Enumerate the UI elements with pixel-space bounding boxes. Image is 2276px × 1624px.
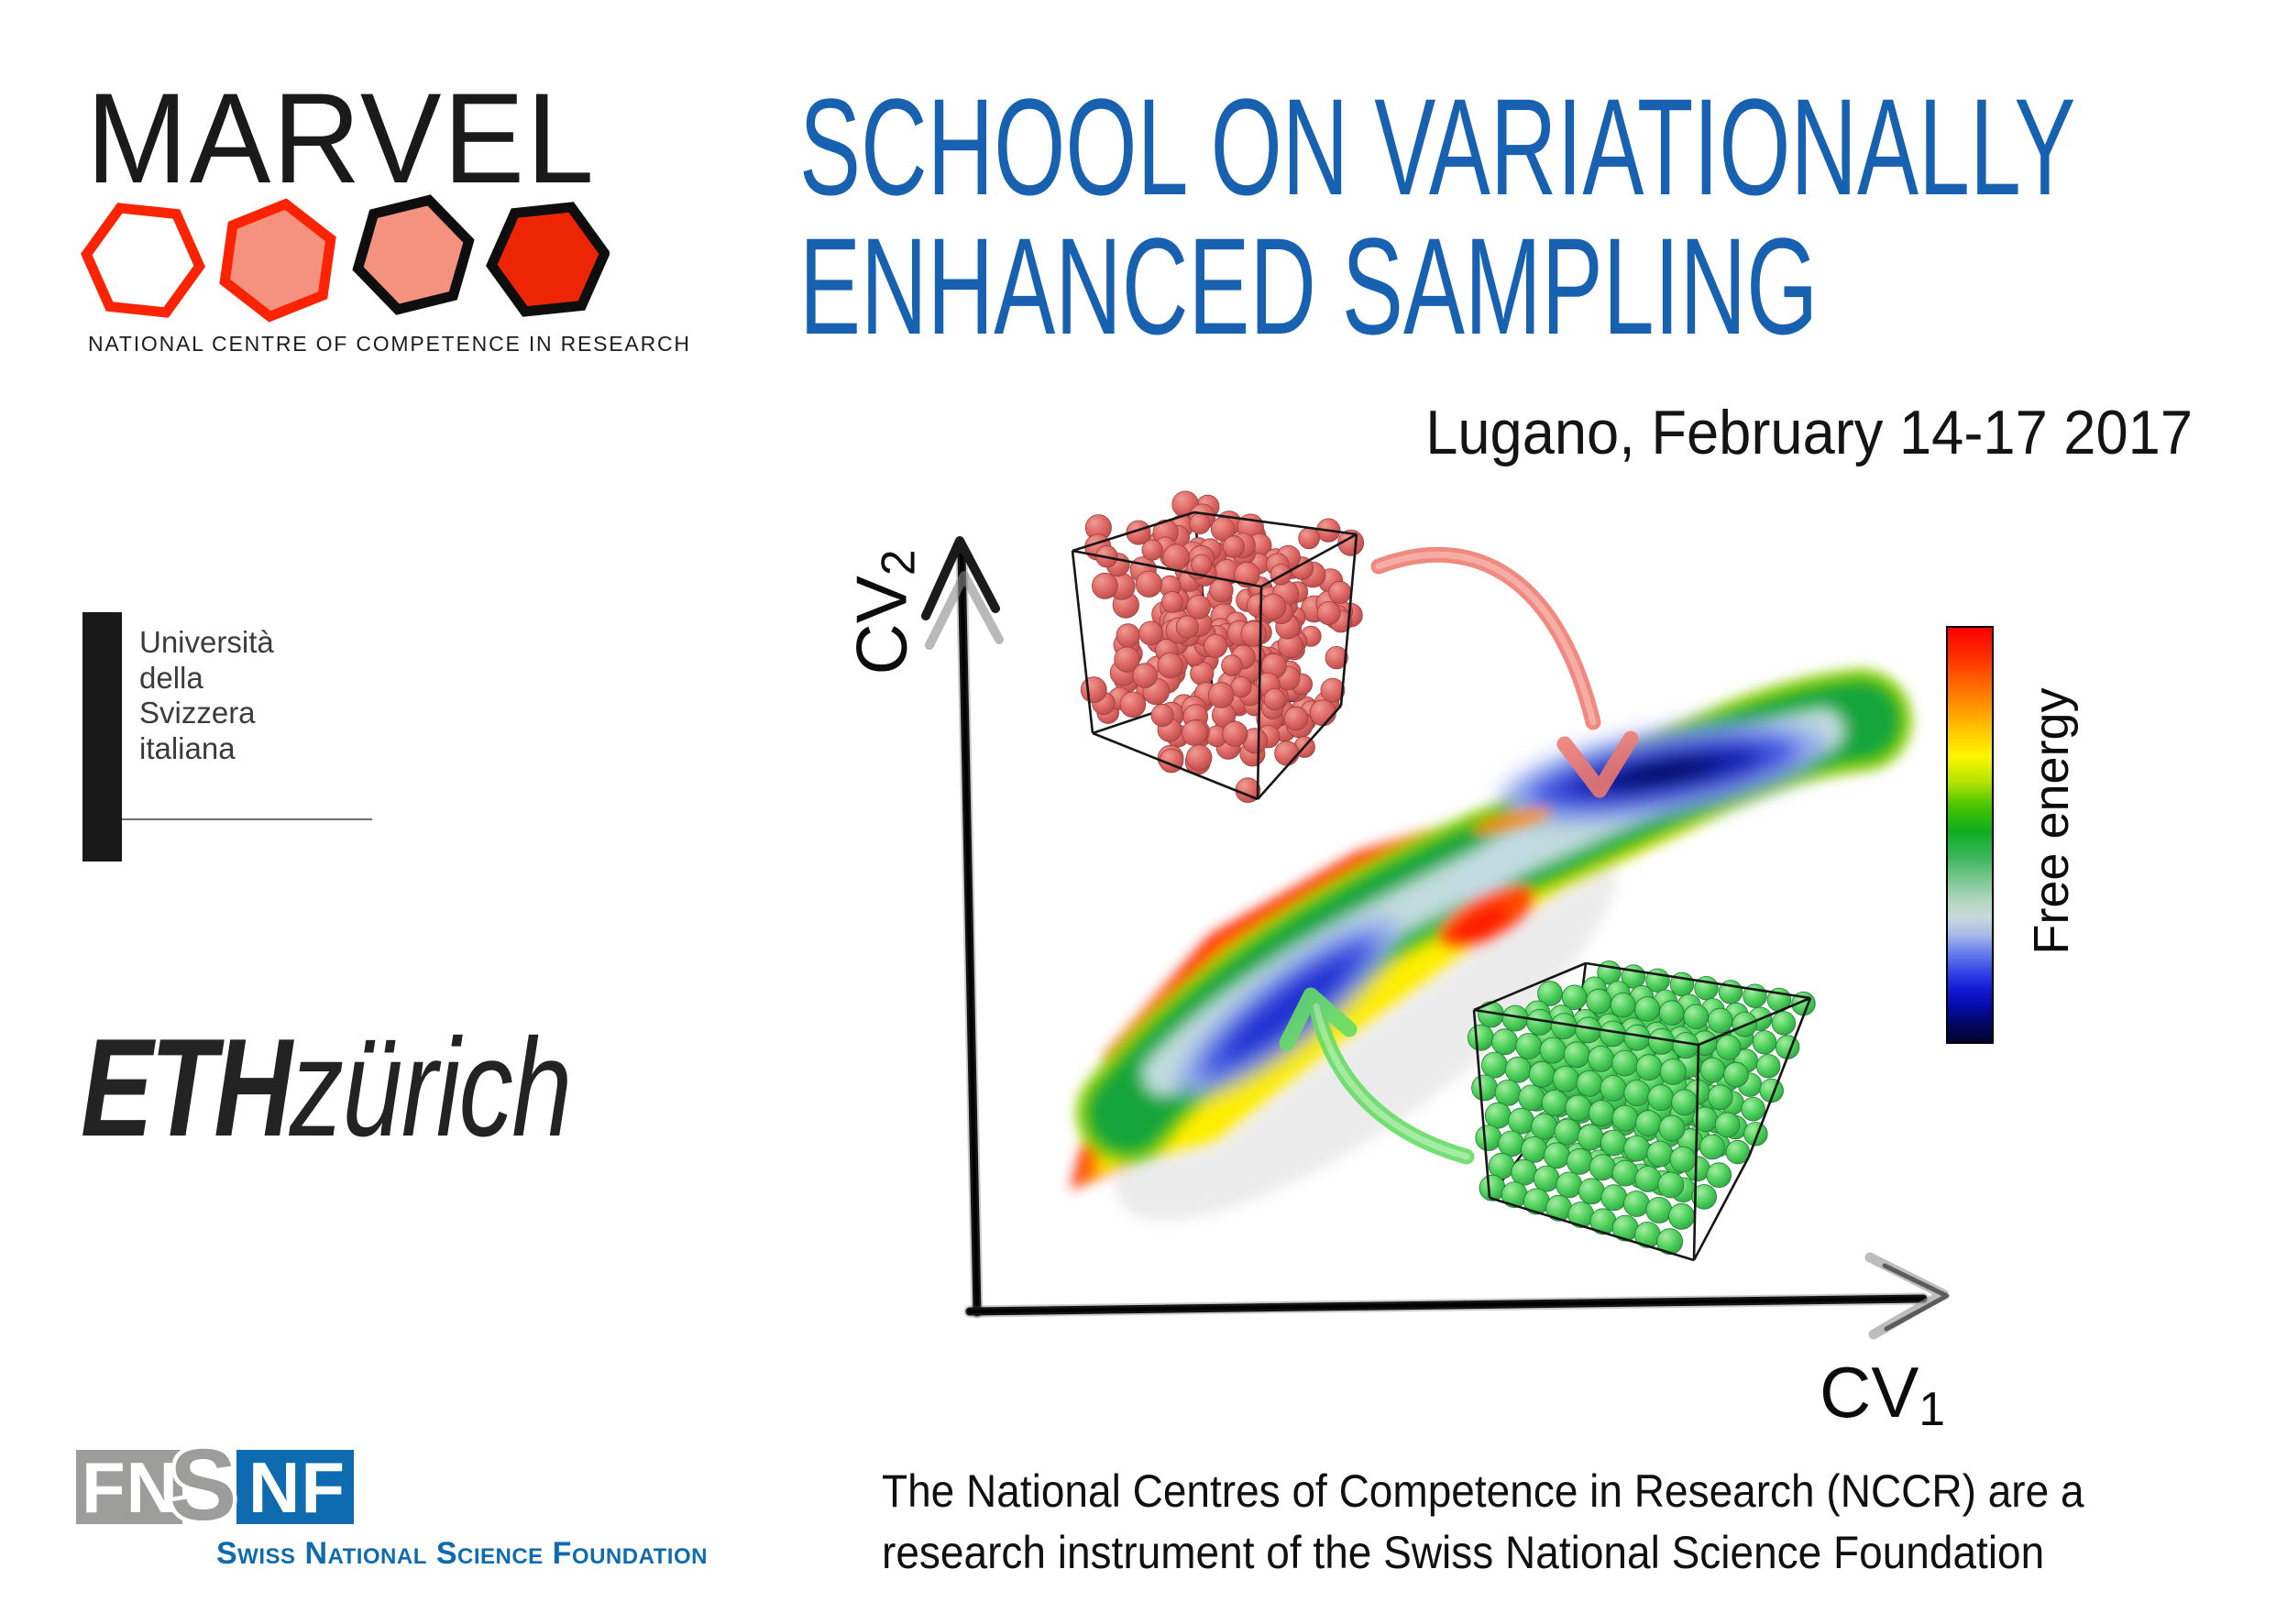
event-date: Lugano, February 14-17 2017 xyxy=(1425,398,2193,467)
usi-line: Svizzera xyxy=(139,696,256,730)
usi-logo-name: Università della Svizzera italiana xyxy=(139,625,274,766)
x-axis xyxy=(963,1252,1950,1340)
green-transition-arrow-icon xyxy=(1279,987,1475,1165)
snsf-logo: FN S NF xyxy=(76,1446,354,1531)
footnote: The National Centres of Competence in Re… xyxy=(882,1461,2084,1584)
snsf-letter-s: S xyxy=(170,1446,236,1531)
footnote-line-1: The National Centres of Competence in Re… xyxy=(882,1465,2084,1517)
colorbar xyxy=(1946,626,1994,1044)
y-axis-label: CV2 xyxy=(841,549,925,675)
marvel-hexagon-4-icon xyxy=(486,202,610,317)
marvel-wordmark: MARVEL xyxy=(86,66,596,210)
snsf-letters-fn: FN xyxy=(82,1447,179,1528)
free-energy-surface xyxy=(1071,669,1912,1221)
footnote-line-2: research instrument of the Swiss Nationa… xyxy=(882,1527,2045,1578)
page-title: SCHOOL ON VARIATIONALLY ENHANCED SAMPLIN… xyxy=(799,77,2075,356)
marvel-hexagon-3-icon xyxy=(352,194,475,315)
y-axis xyxy=(921,536,1004,1319)
snsf-gray-box xyxy=(76,1450,182,1524)
red-transition-arrow-icon xyxy=(1370,546,1639,798)
marvel-hexagons-icon xyxy=(81,194,610,323)
eth-logo-light: zürich xyxy=(289,1010,572,1166)
usi-line: della xyxy=(139,660,203,695)
title-line-2: ENHANCED SAMPLING xyxy=(799,209,1819,363)
snsf-blue-box xyxy=(236,1450,354,1524)
snsf-letters-nf: NF xyxy=(248,1447,346,1528)
x-axis-arrowhead-icon xyxy=(1882,1263,1950,1332)
marvel-hexagon-1-icon xyxy=(81,203,205,318)
y-axis-arrowhead-icon xyxy=(921,536,1000,620)
title-line-1: SCHOOL ON VARIATIONALLY xyxy=(799,70,2076,224)
snsf-name: Swiss National Science Foundation xyxy=(216,1536,708,1571)
eth-zurich-logo: ETHzürich xyxy=(81,1018,572,1158)
usi-line: Università xyxy=(139,625,274,659)
lower-basin xyxy=(1177,918,1399,1098)
disordered-state-cube xyxy=(1071,490,1365,803)
colorbar-label: Free energy xyxy=(2024,687,2079,955)
marvel-hexagon-2-icon xyxy=(219,198,336,323)
ordered-state-cube xyxy=(1468,960,1816,1262)
y-axis-arrowhead-ghost-icon xyxy=(925,571,1004,650)
eth-logo-bold: ETH xyxy=(81,1010,292,1166)
usi-logo-bar xyxy=(82,612,122,861)
usi-logo-rule xyxy=(122,818,372,820)
usi-line: italiana xyxy=(139,730,236,765)
nccr-caption: NATIONAL CENTRE OF COMPETENCE IN RESEARC… xyxy=(88,332,691,356)
x-axis-label: CV1 xyxy=(1820,1352,1945,1436)
